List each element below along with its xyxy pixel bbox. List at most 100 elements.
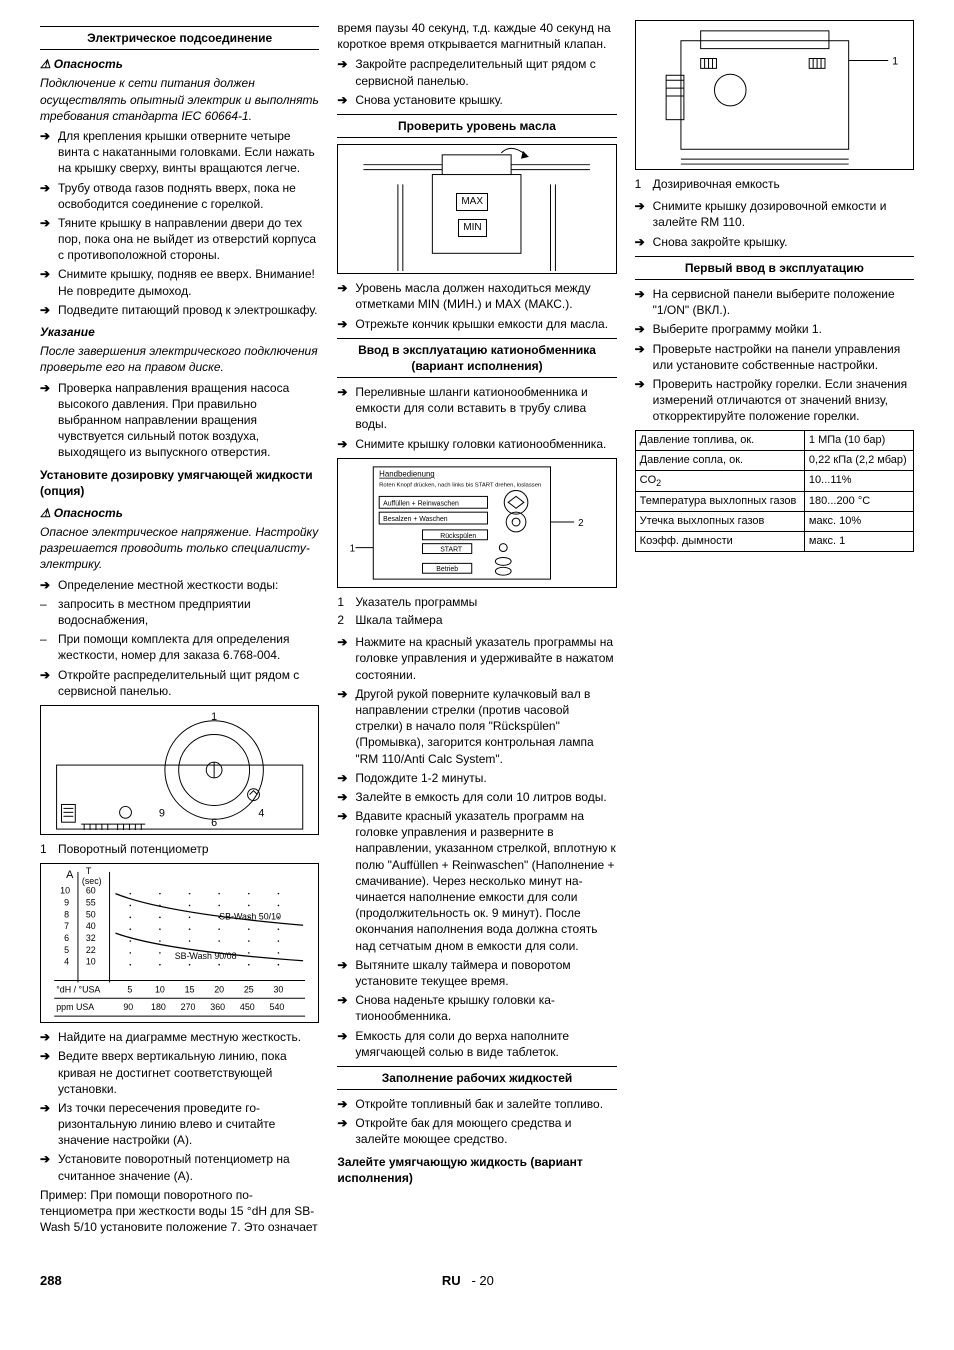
heading-electrical: Электрическое подсоединение [40,26,319,50]
list-rm110: Снимите крышку дозировочной ем­кости и з… [635,198,914,250]
svg-text:°dH / °USA: °dH / °USA [56,985,100,995]
svg-text:6: 6 [211,817,217,829]
list-item: Откройте бак для моющего средства и зале… [337,1115,616,1147]
svg-text:32: 32 [86,933,96,943]
danger-para-2: Опасное электрическое напряжение. Настро… [40,524,319,573]
svg-text:A: A [66,869,74,881]
heading-oil-level: Проверить уровень масла [337,114,616,138]
svg-text:4: 4 [258,807,264,819]
svg-text:40: 40 [86,921,96,931]
svg-text:T: T [86,866,92,876]
table-row: Температура выхлоп­ных газов180...200 °C [635,492,913,512]
list-item: Снова наденьте крышку головки ка­тионооб… [337,992,616,1024]
svg-text:1: 1 [350,543,355,554]
list-item: Вдавите красный указатель про­грамм на г… [337,808,616,954]
list-item: Снова закройте крышку. [635,234,914,250]
heading-first-start: Первый ввод в эксплуатацию [635,256,914,280]
svg-text:SB-Wash 90/08: SB-Wash 90/08 [175,951,237,961]
list-item: Вытяните шкалу таймера и поворо­том уста… [337,957,616,989]
list-hardness: Определение местной жесткости во­ды: зап… [40,577,319,699]
spec-table: Давление топлива, ок.1 МПа (10 бар) Давл… [635,430,914,552]
warning-icon: ⚠ [40,56,51,72]
list-item: Для крепления крышки отверните че­тыре в… [40,128,319,177]
list-exchanger-steps: Переливные шланги катионообмен­ника и ем… [337,384,616,452]
svg-text:60: 60 [86,886,96,896]
danger-para-1: Подключение к сети питания должен осущес… [40,75,319,124]
svg-text:450: 450 [240,1002,255,1012]
co2-cell: CO2 [635,471,804,492]
list-item: Уровень масла должен находиться между от… [337,280,616,312]
list-item: Выберите программу мойки 1. [635,321,914,337]
svg-text:ppm USA: ppm USA [56,1002,94,1012]
svg-text:55: 55 [86,898,96,908]
figure-potentiometer-dial: 1 4 6 9 [40,705,319,835]
svg-text:Auffüllen + Reinwaschen: Auffüllen + Reinwaschen [383,500,459,507]
warning-icon: ⚠ [40,505,51,521]
table-row: CO210...11% [635,471,913,492]
caption-program-pointer: 1Указатель программы [337,594,616,610]
table-row: Давление топлива, ок.1 МПа (10 бар) [635,431,913,451]
list-item: запросить в местном предприятии водоснаб… [40,596,319,628]
svg-text:8: 8 [64,909,69,919]
list-item: Трубу отвода газов поднять вверх, пока н… [40,180,319,212]
list-item: Подведите питающий провод к элек­трошкаф… [40,302,319,318]
heading-fill-fluids: Заполнение рабочих жидкостей [337,1066,616,1090]
svg-text:Handbedienung: Handbedienung [380,470,436,479]
heading-exchanger: Ввод в эксплуатацию катионобменника (вар… [337,338,616,378]
list-item: Емкость для соли до верха наполните умяг… [337,1028,616,1060]
list-item: Нажмите на красный указатель про­граммы … [337,634,616,683]
oil-max-label: MAX [456,193,488,211]
list-item: Проверьте настройки на панели уп­равлени… [635,341,914,373]
list-salt-steps: Залейте в емкость для соли 10 лит­ров во… [337,789,616,1060]
page-footer: 288 RU - 20 [40,1272,914,1290]
list-item: Снимите крышку, подняв ее вверх. Внимани… [40,266,319,298]
oil-min-label: MIN [458,219,486,237]
list-item: Снова установите крышку. [337,92,616,108]
list-item: Откройте топливный бак и залейте топливо… [337,1096,616,1112]
caption-dosing-tank: 1Дозиривочная емкость [635,176,914,192]
list-close-panel: Закройте распределительный щит рядом с с… [337,56,616,108]
caption-timer-scale: 2Шкала таймера [337,612,616,628]
list-item: Из точки пересечения проведите го­ризонт… [40,1100,319,1149]
list-item: Найдите на диаграмме местную жес­ткость. [40,1029,319,1045]
svg-text:5: 5 [64,945,69,955]
list-item: При помощи комплекта для опреде­ления же… [40,631,319,663]
danger-label-1: ⚠Опасность [40,56,319,72]
list-first-start: На сервисной панели выберите по­ложение … [635,286,914,425]
svg-text:180: 180 [151,1002,166,1012]
svg-text:20: 20 [214,985,224,995]
list-item: Тяните крышку в направлении двери до тех… [40,215,319,264]
note-label: Указание [40,324,319,340]
svg-text:25: 25 [244,985,254,995]
list-item: На сервисной панели выберите по­ложение … [635,286,914,318]
table-row: Утечка выхлопных газовмакс. 10% [635,512,913,532]
list-item: Подождите 1-2 минуты. [337,770,616,786]
svg-text:1: 1 [211,711,217,723]
list-item: Отрежьте кончик крышки емкости для масла… [337,316,616,332]
svg-text:6: 6 [64,933,69,943]
note-para: После завершения электрического под­ключ… [40,343,319,375]
svg-text:4: 4 [64,957,69,967]
svg-text:Besalzen + Waschen: Besalzen + Waschen [383,516,448,523]
page-number-center: RU - 20 [62,1272,874,1290]
figure-control-head: Handbedienung Roten Knopf drücken, nach … [337,458,616,588]
svg-text:Roten Knopf drücken, nach link: Roten Knopf drücken, nach links bis STAR… [380,482,542,488]
svg-text:90: 90 [123,1002,133,1012]
list-item: Снимите крышку дозировочной ем­кости и з… [635,198,914,230]
svg-text:30: 30 [273,985,283,995]
svg-text:SB-Wash 50/10: SB-Wash 50/10 [219,911,281,921]
list-item: Ведите вверх вертикальную линию, пока кр… [40,1048,319,1097]
svg-text:15: 15 [185,985,195,995]
list-item: Проверить настройку горелки. Если значен… [635,376,914,425]
svg-text:10: 10 [86,957,96,967]
svg-text:2: 2 [578,518,583,529]
page-number-left: 288 [40,1272,62,1290]
list-item: Переливные шланги катионообмен­ника и ем… [337,384,616,433]
svg-text:Betrieb: Betrieb [437,566,459,573]
svg-text:9: 9 [64,898,69,908]
svg-text:22: 22 [86,945,96,955]
heading-softener-dosing: Установите дозировку умягчающей жидкости… [40,467,319,499]
list-item: Откройте распределительный щит рядом с с… [40,667,319,699]
list-item: Закройте распределительный щит рядом с с… [337,56,616,88]
list-item: Снимите крышку головки катионооб­менника… [337,436,616,452]
